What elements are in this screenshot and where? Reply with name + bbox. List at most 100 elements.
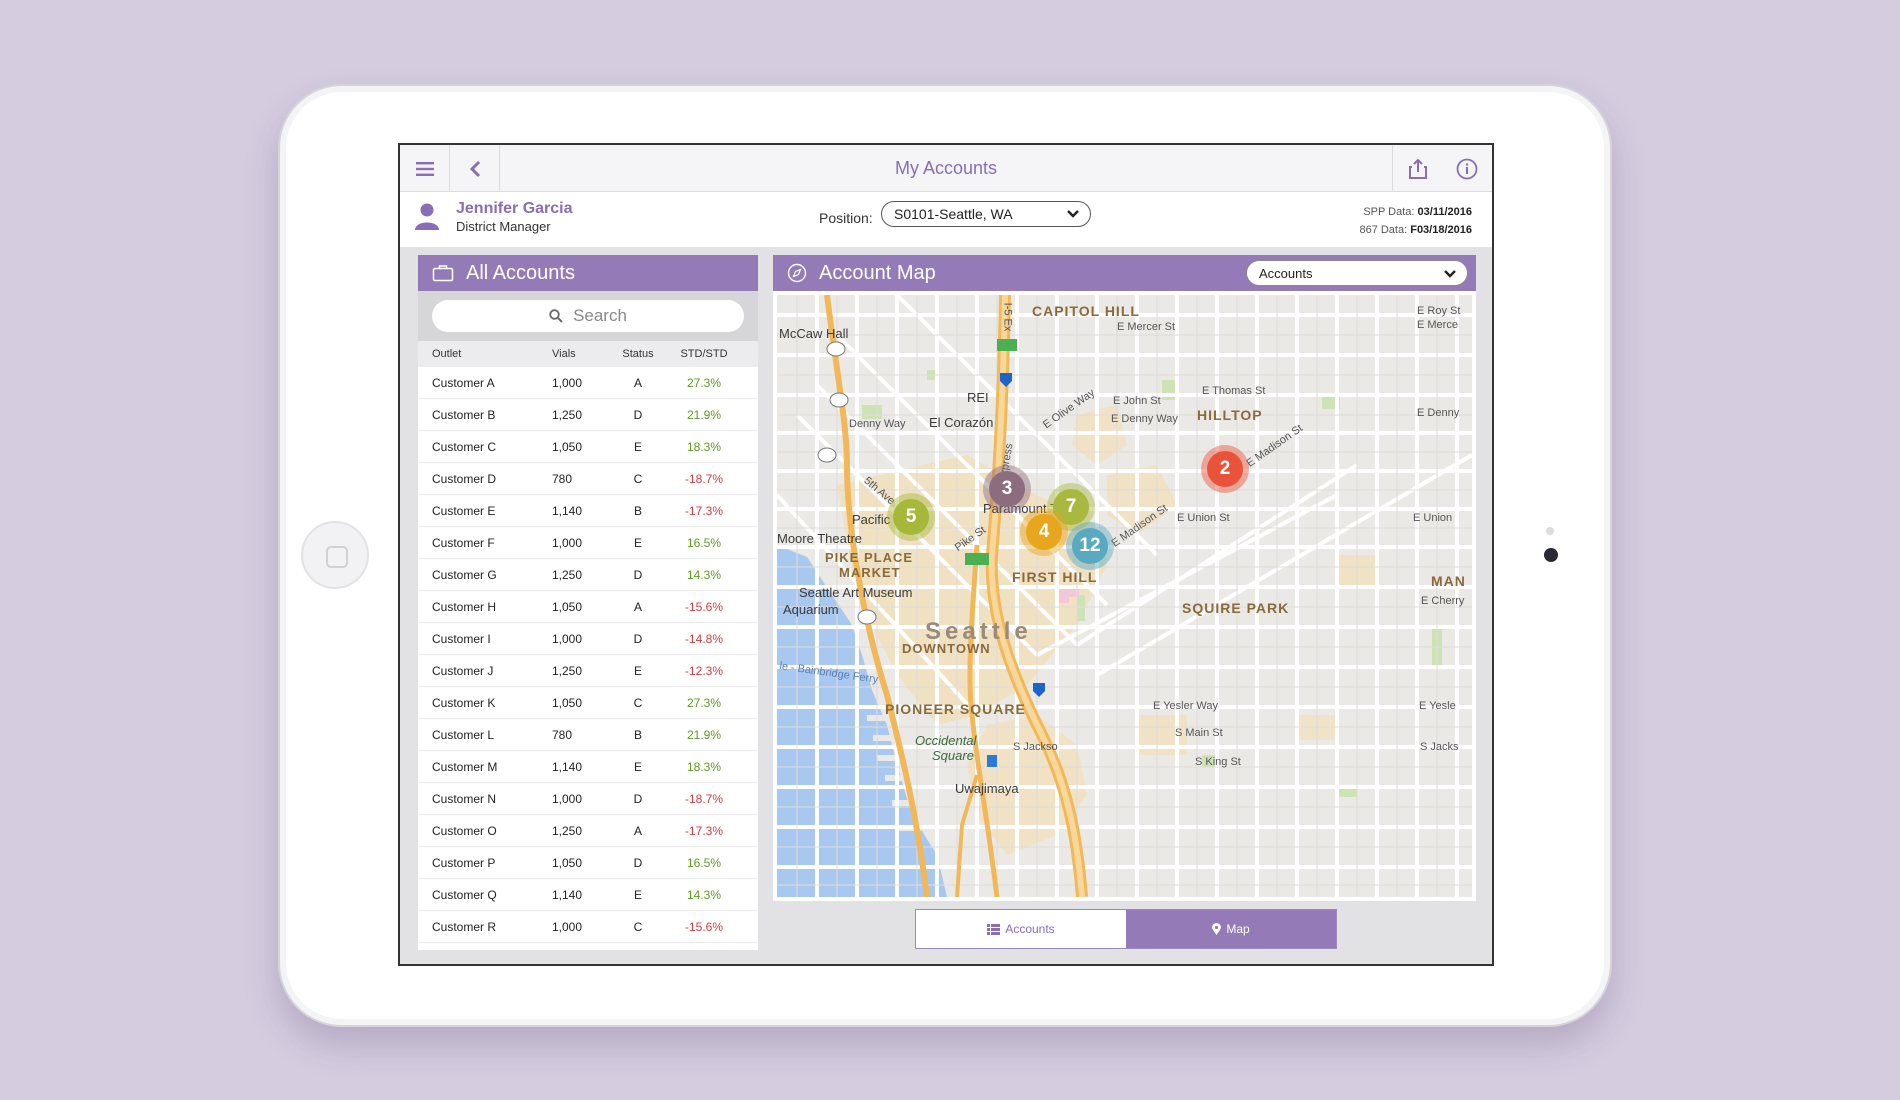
table-row[interactable]: Customer N 1,000 D -18.7% <box>418 783 758 815</box>
user-icon <box>415 203 439 230</box>
share-icon <box>1408 158 1427 179</box>
search-input[interactable]: Search <box>432 300 744 332</box>
map-label-first-hill: FIRST HILL <box>1012 569 1098 585</box>
status-cell: E <box>633 535 642 550</box>
map-label-e-mercer-2: E Merce <box>1417 319 1458 331</box>
outlet-cell: Customer I <box>432 631 491 646</box>
map-label-e-yesler: E Yesler Way <box>1153 700 1219 712</box>
map-cluster-marker[interactable]: 12 <box>1066 522 1114 570</box>
user-role: District Manager <box>456 219 551 234</box>
map-label-e-union-2: E Union <box>1413 512 1453 524</box>
map-label-man: MAN <box>1431 573 1466 589</box>
accounts-view-button[interactable]: Accounts <box>916 910 1126 948</box>
table-row[interactable]: Customer F 1,000 E 16.5% <box>418 527 758 559</box>
std-cell: -15.6% <box>684 599 724 614</box>
map-label-squire-park: SQUIRE PARK <box>1182 600 1290 616</box>
map-cluster-marker[interactable]: 3 <box>983 465 1031 513</box>
content-area: All Accounts Search Outlet Vials Status … <box>400 247 1492 964</box>
compass-icon <box>787 263 807 283</box>
map-label-pacific-place: Pacific P <box>852 512 903 527</box>
vials-cell: 1,050 <box>552 855 583 870</box>
map-cluster-marker[interactable]: 4 <box>1020 508 1068 556</box>
map-label-art-museum: Seattle Art Museum <box>799 585 913 600</box>
867-label: 867 Data: <box>1359 224 1408 236</box>
table-row[interactable]: Customer G 1,250 D 14.3% <box>418 559 758 591</box>
std-cell: -17.3% <box>684 823 724 838</box>
map-label-e-cherry: E Cherry <box>1421 595 1465 607</box>
table-row[interactable]: Customer K 1,050 C 27.3% <box>418 687 758 719</box>
map-pin-icon <box>1212 923 1222 935</box>
std-cell: 21.9% <box>686 727 722 742</box>
back-button[interactable] <box>450 145 500 192</box>
map-cluster-count: 12 <box>1072 528 1108 564</box>
outlet-cell: Customer Q <box>432 887 497 902</box>
table-row[interactable]: Customer P 1,050 D 16.5% <box>418 847 758 879</box>
map-label-e-mercer: E Mercer St <box>1117 321 1176 333</box>
status-cell: D <box>633 855 643 870</box>
column-vials[interactable]: Vials <box>552 348 576 360</box>
map-cluster-marker[interactable]: 5 <box>887 493 935 541</box>
table-row[interactable]: Customer M 1,140 E 18.3% <box>418 751 758 783</box>
map-label-seattle: Seattle <box>925 618 1032 645</box>
map-cluster-count: 5 <box>893 499 929 535</box>
table-row[interactable]: Customer L 780 B 21.9% <box>418 719 758 751</box>
table-row[interactable]: Customer B 1,250 D 21.9% <box>418 399 758 431</box>
map-filter-select[interactable]: Accounts <box>1246 260 1468 286</box>
map-view-label: Map <box>1226 922 1250 936</box>
map-cluster-marker[interactable]: 7 <box>1047 483 1095 531</box>
table-row[interactable]: Customer Q 1,140 E 14.3% <box>418 879 758 911</box>
view-toggle: Accounts Map <box>915 909 1337 949</box>
briefcase-icon <box>432 264 454 282</box>
map-base <box>777 295 1472 897</box>
status-cell: A <box>633 375 642 390</box>
vials-cell: 1,250 <box>552 663 583 678</box>
table-row[interactable]: Customer R 1,000 C -15.6% <box>418 911 758 943</box>
column-outlet[interactable]: Outlet <box>432 348 462 360</box>
map-cluster-marker[interactable]: 2 <box>1201 445 1249 493</box>
table-row[interactable]: Customer C 1,050 E 18.3% <box>418 431 758 463</box>
vials-cell: 1,250 <box>552 407 583 422</box>
share-button[interactable] <box>1392 145 1442 192</box>
tablet-home-button <box>301 521 369 589</box>
vials-cell: 1,140 <box>552 887 583 902</box>
table-row[interactable]: Customer A 1,000 A 27.3% <box>418 367 758 399</box>
chevron-down-icon <box>1444 270 1456 278</box>
vials-cell: 1,140 <box>552 503 583 518</box>
map-view-button[interactable]: Map <box>1126 910 1336 948</box>
std-cell: -18.7% <box>684 471 724 486</box>
menu-button[interactable] <box>400 145 450 192</box>
table-row[interactable]: Customer I 1,000 D -14.8% <box>418 623 758 655</box>
info-button[interactable] <box>1442 145 1492 192</box>
map-label-occidental: Occidental <box>915 733 977 748</box>
map-label-moore-theatre: Moore Theatre <box>777 531 863 546</box>
position-select[interactable]: S0101-Seattle, WA <box>881 201 1091 227</box>
column-std[interactable]: STD/STD <box>680 348 728 360</box>
table-row[interactable]: Customer E 1,140 B -17.3% <box>418 495 758 527</box>
column-status[interactable]: Status <box>622 348 654 360</box>
vials-cell: 1,000 <box>552 375 583 390</box>
table-row[interactable]: Customer J 1,250 E -12.3% <box>418 655 758 687</box>
map-label-uwajimaya: Uwajimaya <box>955 781 1019 796</box>
vials-cell: 1,250 <box>552 823 583 838</box>
std-cell: -14.8% <box>684 631 724 646</box>
table-row[interactable]: Customer D 780 C -18.7% <box>418 463 758 495</box>
user-info-bar: Jennifer Garcia District Manager Positio… <box>400 192 1492 247</box>
position-value: S0101-Seattle, WA <box>894 206 1013 222</box>
spp-value: 03/11/2016 <box>1417 206 1472 218</box>
vials-cell: 1,050 <box>552 599 583 614</box>
table-row[interactable]: Customer O 1,250 A -17.3% <box>418 815 758 847</box>
std-cell: 27.3% <box>686 695 722 710</box>
map-label-rei: REI <box>967 390 989 405</box>
menu-icon <box>415 161 434 176</box>
outlet-cell: Customer D <box>432 471 497 486</box>
account-map[interactable]: CAPITOL HILL McCaw Hall REI El Corazón H… <box>777 295 1472 897</box>
map-label-e-john: E John St <box>1113 395 1161 407</box>
map-label-square: Square <box>932 748 974 763</box>
map-label-e-denny: E Denny Way <box>1111 413 1178 425</box>
table-row[interactable]: Customer H 1,050 A -15.6% <box>418 591 758 623</box>
map-filter-value: Accounts <box>1259 265 1313 281</box>
outlet-cell: Customer N <box>432 791 497 806</box>
vials-cell: 1,000 <box>552 631 583 646</box>
status-cell: A <box>633 823 642 838</box>
status-cell: D <box>633 567 643 582</box>
